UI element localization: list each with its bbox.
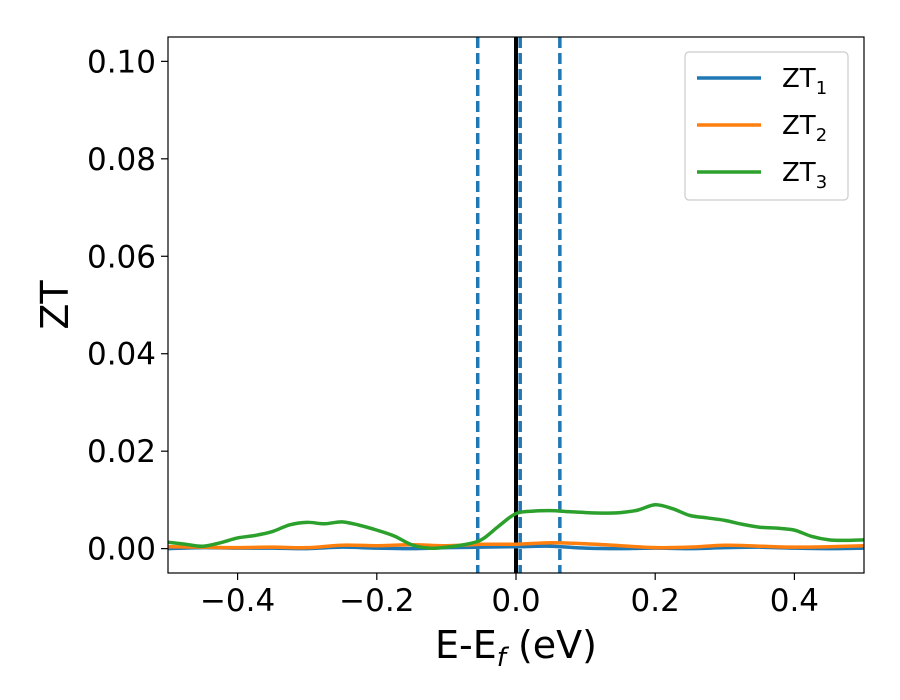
- y-tick-label: 0.04: [87, 337, 156, 373]
- legend-label-zt2: ZT2: [782, 111, 827, 146]
- x-axis-label: E-Ef (eV): [435, 623, 597, 673]
- y-tick-label: 0.00: [87, 532, 156, 568]
- series-group: [168, 503, 864, 551]
- x-axis-label-unit: (eV): [506, 623, 597, 667]
- x-tick-label: −0.4: [200, 583, 275, 619]
- x-tick-label: 0.2: [631, 583, 680, 619]
- series-line-zt2: [168, 541, 864, 550]
- legend-box: [684, 51, 849, 201]
- series-line-zt3: [168, 503, 864, 550]
- y-tick-label: 0.08: [87, 142, 156, 178]
- y-tick-label: 0.10: [87, 44, 156, 80]
- y-axis-ticks: 0.00 0.02 0.04 0.06 0.08 0.10: [87, 44, 168, 568]
- x-tick-label: −0.2: [339, 583, 414, 619]
- y-axis-label: ZT: [33, 280, 77, 330]
- x-tick-label: 0.4: [770, 583, 819, 619]
- y-tick-label: 0.02: [87, 434, 156, 470]
- legend: ZT1 ZT2 ZT3: [684, 51, 849, 201]
- x-axis-label-main: E-E: [435, 623, 497, 667]
- legend-label-zt3: ZT3: [782, 158, 827, 193]
- x-axis-ticks: −0.4 −0.2 0.0 0.2 0.4: [200, 573, 819, 619]
- y-tick-label: 0.06: [87, 239, 156, 275]
- legend-label-zt1: ZT1: [782, 64, 827, 99]
- reference-lines: [475, 37, 562, 573]
- x-tick-label: 0.0: [491, 583, 540, 619]
